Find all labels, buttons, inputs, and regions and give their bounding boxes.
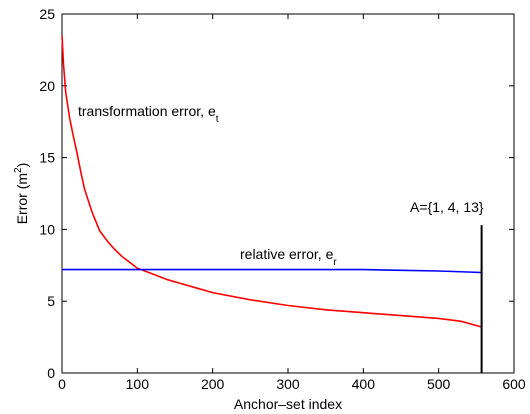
anchor-set-marker-label: A={1, 4, 13}: [410, 199, 484, 215]
relative-error-line: [62, 268, 482, 274]
x-tick-label: 200: [201, 376, 225, 392]
x-tick-label: 500: [427, 376, 451, 392]
y-axis-label-close: ): [14, 163, 30, 168]
y-tick-label: 5: [47, 293, 55, 309]
x-axis-label: Anchor–set index: [234, 396, 342, 412]
relative-error-label: relative error, er: [240, 246, 337, 268]
x-tick-label: 400: [352, 376, 376, 392]
y-tick-label: 20: [39, 78, 55, 94]
transformation-error-label-main: transformation error, e: [78, 103, 216, 119]
y-axis-label: Error (m2): [13, 163, 30, 225]
x-tick-label: 100: [126, 376, 150, 392]
y-axis-label-sup: 2: [13, 167, 24, 173]
x-tick-label: 300: [276, 376, 300, 392]
y-tick-label: 15: [39, 150, 55, 166]
y-tick-label: 10: [39, 221, 55, 237]
x-tick-label: 0: [58, 376, 66, 392]
relative-error-label-sub: r: [333, 257, 337, 268]
y-tick-label: 0: [47, 365, 55, 381]
transformation-error-label: transformation error, et: [78, 103, 219, 125]
x-tick-label: 600: [502, 376, 526, 392]
relative-error-label-main: relative error, e: [240, 246, 334, 262]
y-axis-label-main: Error (m: [14, 173, 30, 224]
transformation-error-line: [61, 35, 482, 328]
y-tick-label: 25: [39, 6, 55, 22]
transformation-error-label-sub: t: [216, 114, 219, 125]
